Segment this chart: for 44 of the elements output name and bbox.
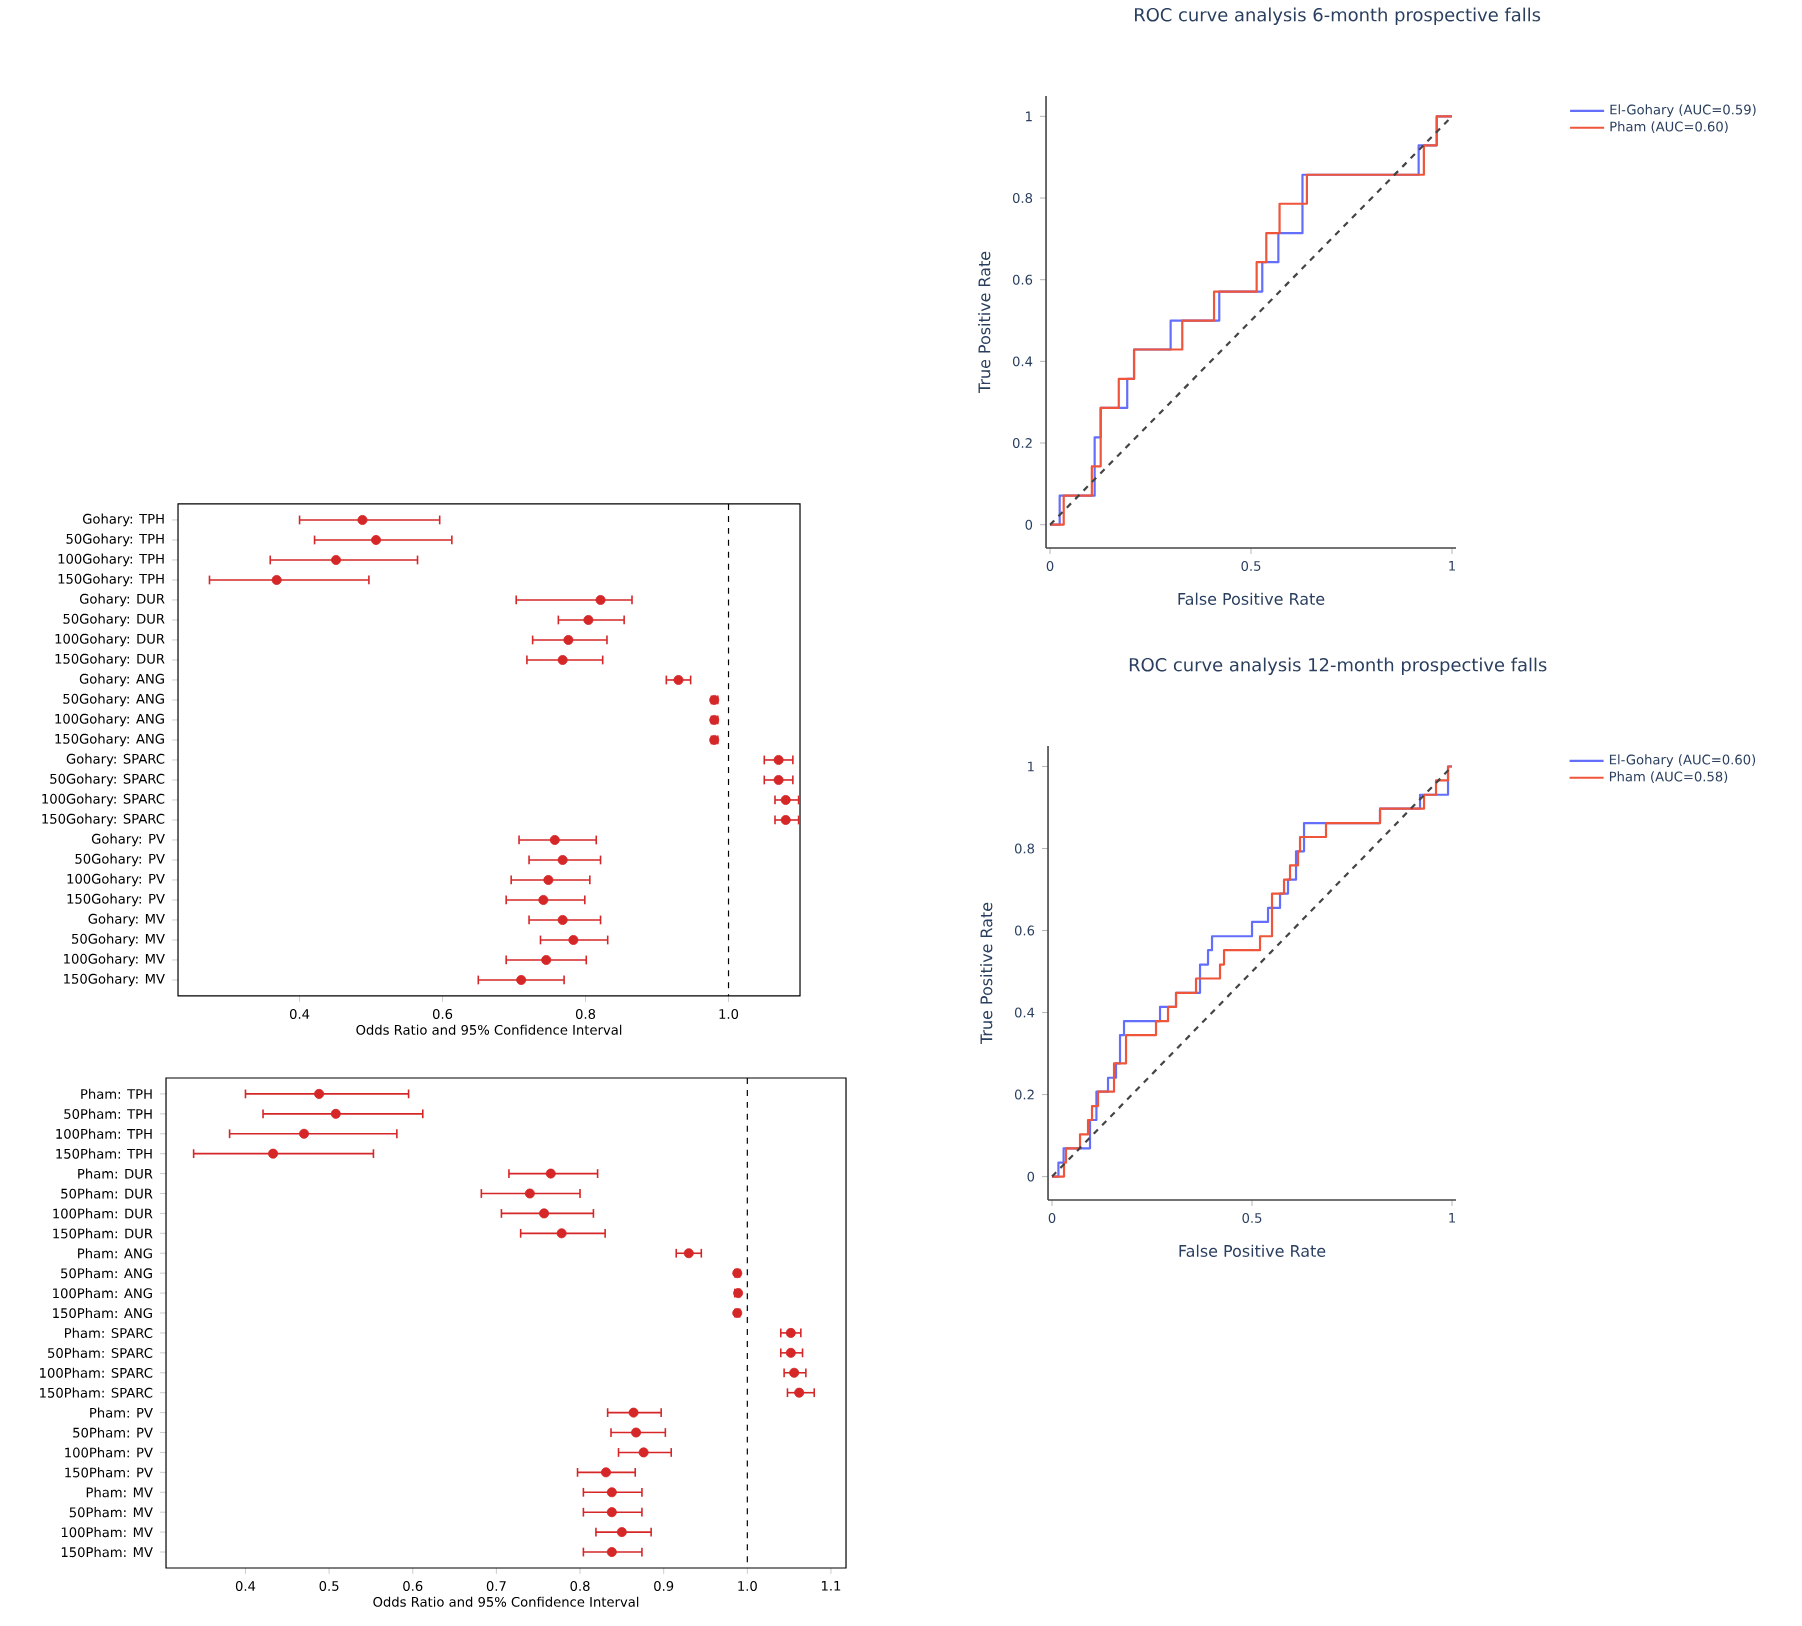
point xyxy=(616,1527,627,1538)
point xyxy=(557,914,568,925)
point xyxy=(524,1188,535,1199)
point xyxy=(638,1447,649,1458)
point xyxy=(568,934,579,945)
point xyxy=(600,1467,611,1478)
point xyxy=(628,1407,639,1418)
point xyxy=(583,614,594,625)
point xyxy=(314,1088,325,1099)
point xyxy=(271,574,282,585)
point xyxy=(785,1347,796,1358)
point xyxy=(631,1427,642,1438)
point xyxy=(683,1248,694,1259)
point xyxy=(556,1228,567,1239)
point xyxy=(606,1507,617,1518)
point xyxy=(539,1208,550,1219)
point xyxy=(606,1487,617,1498)
point xyxy=(780,794,791,805)
point xyxy=(516,974,527,985)
point xyxy=(330,1108,341,1119)
point xyxy=(371,534,382,545)
point xyxy=(543,874,554,885)
point xyxy=(673,674,684,685)
point xyxy=(549,834,560,845)
point xyxy=(557,854,568,865)
point xyxy=(789,1367,800,1378)
point xyxy=(606,1547,617,1558)
chart-title: ROC curve analysis 6-month prospective falls xyxy=(1135,7,1541,25)
point xyxy=(541,954,552,965)
point xyxy=(331,554,341,565)
point xyxy=(268,1148,279,1159)
point xyxy=(545,1168,556,1179)
point xyxy=(299,1128,310,1139)
point xyxy=(773,754,784,765)
point xyxy=(563,634,574,645)
point xyxy=(785,1327,796,1338)
chart-title: ROC curve analysis 12-month prospective falls xyxy=(1129,657,1547,675)
point xyxy=(538,894,549,905)
point xyxy=(773,774,784,785)
point xyxy=(595,594,606,605)
point xyxy=(794,1387,805,1398)
point xyxy=(780,814,791,825)
point xyxy=(357,514,368,525)
point xyxy=(557,654,568,665)
